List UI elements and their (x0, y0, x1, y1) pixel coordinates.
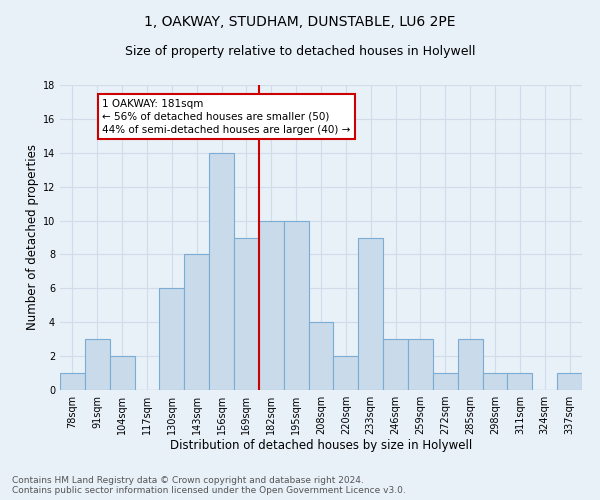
Bar (85, 339, 110, 390)
X-axis label: Distribution of detached houses by size in Holywell: Distribution of detached houses by size … (170, 438, 472, 452)
Bar (408, 339, 433, 390)
Bar (234, 238, 259, 390)
Bar (259, 220, 284, 390)
Bar (284, 220, 308, 390)
Bar (383, 339, 408, 390)
Bar (160, 288, 184, 390)
Bar (358, 238, 383, 390)
Bar (433, 373, 458, 390)
Text: Size of property relative to detached houses in Holywell: Size of property relative to detached ho… (125, 45, 475, 58)
Bar (458, 339, 482, 390)
Bar (60, 373, 85, 390)
Bar (184, 254, 209, 390)
Bar (209, 153, 234, 390)
Bar (334, 356, 358, 390)
Bar (508, 373, 532, 390)
Bar (557, 373, 582, 390)
Bar (110, 356, 134, 390)
Y-axis label: Number of detached properties: Number of detached properties (26, 144, 38, 330)
Bar (308, 322, 334, 390)
Text: 1 OAKWAY: 181sqm
← 56% of detached houses are smaller (50)
44% of semi-detached : 1 OAKWAY: 181sqm ← 56% of detached house… (102, 98, 350, 135)
Bar (482, 373, 508, 390)
Text: Contains HM Land Registry data © Crown copyright and database right 2024.
Contai: Contains HM Land Registry data © Crown c… (12, 476, 406, 495)
Text: 1, OAKWAY, STUDHAM, DUNSTABLE, LU6 2PE: 1, OAKWAY, STUDHAM, DUNSTABLE, LU6 2PE (144, 15, 456, 29)
